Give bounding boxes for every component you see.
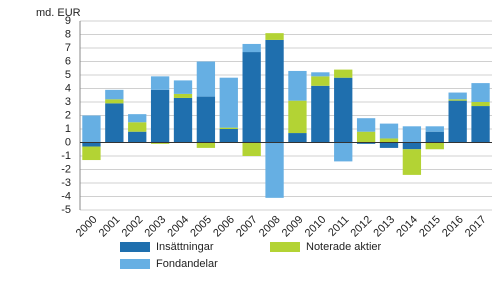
legend-label: Fondandelar (156, 258, 218, 270)
y-tick-label: 6 (65, 55, 71, 67)
legend-swatch (270, 242, 300, 252)
bar-segment (311, 85, 330, 143)
y-tick-label: 9 (65, 15, 71, 27)
x-tick-label: 2006 (211, 214, 237, 240)
bar-segment (219, 127, 238, 129)
x-tick-label: 2015 (417, 214, 443, 240)
bar-segment (379, 138, 399, 143)
bar-segment (379, 123, 399, 139)
x-tick-label: 2013 (371, 214, 397, 240)
bar-segment (402, 142, 422, 150)
bar-segment (265, 142, 284, 198)
bar-segment (128, 114, 147, 123)
bar-segment (471, 83, 490, 102)
bar-segment (82, 115, 101, 143)
x-tick-label: 2007 (234, 214, 260, 240)
bar-segment (448, 92, 467, 100)
x-tick-label: 2016 (440, 214, 466, 240)
bar-segment (128, 131, 147, 143)
y-tick-label: 7 (65, 42, 71, 54)
bar-segment (334, 77, 353, 143)
bar-segment (425, 142, 444, 150)
bar-segment (242, 43, 261, 53)
legend-label: Noterade aktier (306, 241, 382, 253)
y-tick-label: 4 (65, 82, 71, 94)
bar-segment (402, 126, 422, 143)
y-tick-label: 5 (65, 69, 71, 81)
bar-segment (311, 76, 330, 86)
bar-segment (150, 76, 170, 90)
bar-segment (173, 97, 193, 143)
bar-segment (196, 142, 216, 148)
bar-segment (334, 142, 353, 162)
y-tick-label: -5 (61, 204, 71, 216)
legend-label: Insättningar (156, 241, 214, 253)
bar-segment (288, 70, 307, 101)
bar-segment (471, 102, 490, 107)
x-tick-label: 2003 (142, 214, 168, 240)
y-tick-label: 0 (65, 136, 71, 148)
bar-segment (448, 100, 467, 143)
bar-segment (425, 131, 444, 143)
bar-segment (379, 142, 399, 148)
y-tick-label: 8 (65, 28, 71, 40)
x-tick-label: 2009 (280, 214, 306, 240)
bar-segment (150, 142, 170, 144)
y-tick-label: -2 (61, 163, 71, 175)
bar-segment (173, 80, 193, 94)
bar-segment (356, 118, 376, 132)
y-tick-label: -1 (61, 150, 71, 162)
bar-segment (425, 126, 444, 132)
bar-segment (448, 99, 467, 101)
x-tick-label: 2011 (326, 214, 351, 239)
y-tick-label: -4 (61, 190, 71, 202)
y-tick-label: 2 (65, 109, 71, 121)
x-tick-label: 2008 (257, 214, 283, 240)
bar-segment (82, 146, 101, 161)
x-tick-label: 2002 (120, 214, 146, 240)
bar-segment (173, 93, 193, 98)
bar-segment (105, 99, 124, 104)
x-tick-label: 2014 (394, 214, 420, 240)
y-tick-label: 3 (65, 96, 71, 108)
bar-segment (356, 142, 376, 144)
bar-segment (288, 133, 307, 143)
bar-segment (288, 100, 307, 134)
bar-segment (128, 122, 147, 132)
legend-swatch (120, 259, 150, 269)
y-tick-label: -3 (61, 177, 71, 189)
bar-segment (219, 129, 238, 143)
bar-segment (219, 77, 238, 128)
bar-segment (242, 52, 261, 143)
bar-segment (356, 131, 376, 143)
bar-segment (471, 106, 490, 143)
bar-segment (196, 61, 216, 97)
y-axis-unit: md. EUR (36, 7, 81, 19)
bar-segment (150, 89, 170, 143)
y-tick-label: 1 (65, 123, 71, 135)
bar-segment (242, 142, 261, 156)
bar-segment (105, 89, 124, 100)
bar-segment (105, 103, 124, 143)
bar-segment (265, 39, 284, 143)
legend-swatch (120, 242, 150, 252)
x-tick-label: 2004 (165, 214, 191, 240)
x-tick-label: 2012 (348, 214, 374, 240)
bar-segment (265, 33, 284, 40)
bar-segment (196, 96, 216, 143)
bar-segment (311, 72, 330, 77)
bar-segment (402, 149, 422, 175)
x-tick-label: 2001 (97, 214, 123, 240)
x-tick-label: 2005 (188, 214, 214, 240)
x-tick-label: 2000 (74, 214, 100, 240)
bar-segment (334, 69, 353, 78)
bar-segment (82, 142, 101, 147)
x-tick-label: 2010 (303, 214, 329, 240)
x-tick-label: 2017 (463, 214, 489, 240)
